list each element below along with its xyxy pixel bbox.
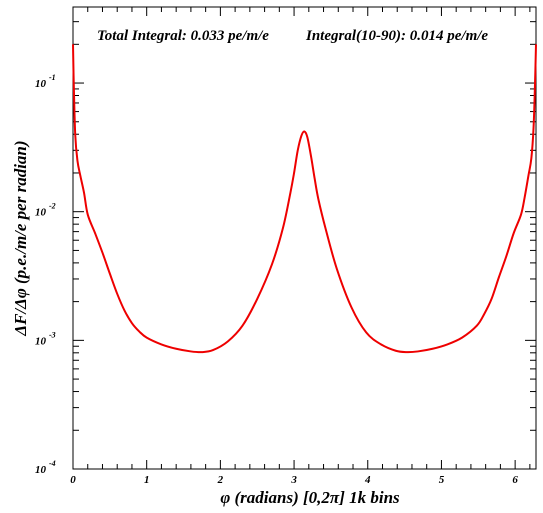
series-line (72, 44, 537, 354)
x-tick-label: 3 (290, 474, 297, 486)
y-tick-label-exponent: -3 (49, 330, 56, 339)
axis-ticks: 0 1 2 3 4 5 610-410-310-210-1 (35, 7, 536, 486)
y-axis-label: ΔF/Δφ (p.e./m/e per radian) (11, 140, 30, 336)
y-tick-label-exponent: -2 (49, 202, 56, 211)
integral-10-90-annotation: Integral(10-90): 0.014 pe/m/e (305, 28, 488, 44)
x-tick-label: 2 (217, 474, 224, 486)
y-tick-label-base: 10 (35, 207, 47, 219)
series-layer (72, 44, 537, 354)
y-tick-label-base: 10 (35, 78, 47, 90)
y-tick-label-base: 10 (35, 335, 47, 347)
y-tick-label-base: 10 (35, 464, 47, 476)
total-integral-annotation: Total Integral: 0.033 pe/m/e (97, 28, 269, 44)
x-tick-label: 4 (364, 474, 371, 486)
x-tick-label: 1 (144, 474, 150, 486)
x-tick-label: 6 (512, 474, 518, 486)
y-tick-label-exponent: -4 (49, 459, 56, 468)
x-tick-label: 5 (439, 474, 445, 486)
plot-frame (72, 6, 537, 470)
x-axis-label: φ (radians) [0,2π] 1k bins (220, 488, 400, 507)
y-tick-label-exponent: -1 (49, 73, 56, 82)
x-tick-label: 0 (70, 474, 76, 486)
